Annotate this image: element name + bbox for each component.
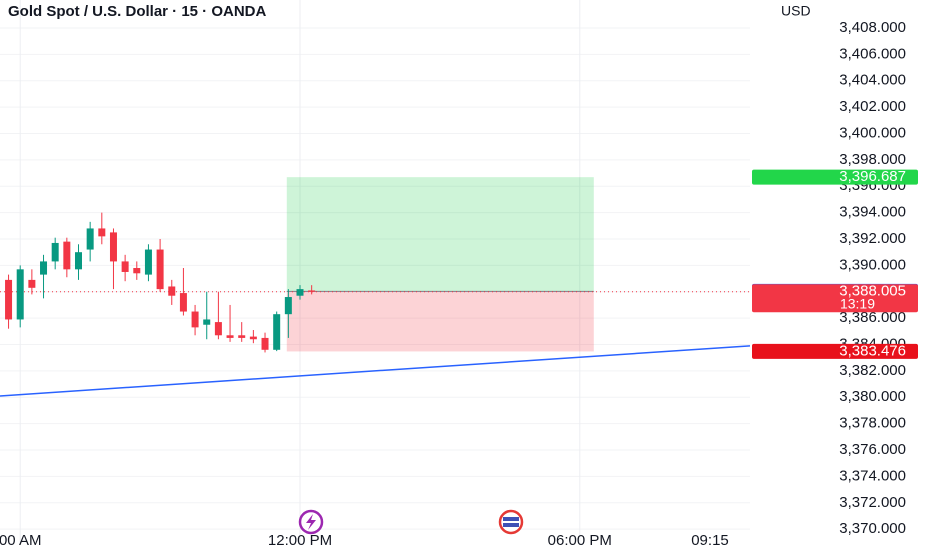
x-tick-label: 00 AM (0, 532, 41, 549)
price-label: 3,388.005 (839, 283, 906, 300)
countdown-label: 13:19 (840, 295, 875, 311)
candle-body (226, 335, 234, 338)
candle-body (203, 319, 211, 325)
candle-body (273, 314, 281, 350)
price-axis-panel (752, 0, 932, 550)
y-tick-label: 3,372.000 (839, 494, 906, 511)
plot-area (0, 0, 751, 545)
price-label-box (752, 284, 918, 313)
x-tick-label: 06:00 PM (548, 532, 612, 549)
y-tick-label: 3,386.000 (839, 309, 906, 326)
y-tick-label: 3,380.000 (839, 388, 906, 405)
candle-body (86, 228, 94, 250)
candle-body (214, 322, 222, 336)
y-tick-label: 3,390.000 (839, 256, 906, 273)
y-tick-label: 3,370.000 (839, 520, 906, 537)
currency-button[interactable] (762, 2, 922, 22)
price-axis: 3,408.000 3,406.000 3,404.000 3,402.000 3,40… (752, 19, 918, 537)
loss-zone (286, 291, 594, 352)
candle-body (261, 337, 269, 350)
candle-body (144, 249, 152, 275)
y-tick-label: 3,378.000 (839, 415, 906, 432)
candle-body (133, 268, 141, 274)
candle-body (168, 286, 176, 296)
candle-body (40, 261, 48, 275)
price-label-box (752, 343, 918, 359)
price-label: 3,383.476 (839, 342, 906, 359)
chart-title: Gold Spot / U.S. Dollar · 15 · OANDA (8, 3, 267, 20)
candle-body (28, 279, 36, 288)
x-tick-label: 12:00 PM (268, 532, 332, 549)
candle-body (296, 289, 304, 296)
candle-body (16, 269, 24, 320)
candle-body (98, 228, 106, 237)
y-tick-label: 3,404.000 (839, 72, 906, 89)
event-icon[interactable] (298, 509, 324, 535)
candle-body (109, 232, 117, 262)
candle-body (308, 290, 316, 292)
profit-zone (286, 177, 594, 292)
candle-body (74, 252, 82, 270)
candle-body (191, 311, 199, 328)
price-label: 3,396.687 (839, 168, 906, 185)
y-tick-label: 3,402.000 (839, 98, 906, 115)
candle-body (238, 335, 246, 338)
candle-body (51, 242, 59, 262)
candle-body (5, 279, 13, 320)
time-label: 09:15 (691, 532, 729, 549)
candle-body (249, 336, 257, 340)
candle-body (63, 241, 71, 270)
y-tick-label: 3,374.000 (839, 467, 906, 484)
currency-label[interactable]: USD (781, 3, 811, 19)
y-tick-label: 3,382.000 (839, 362, 906, 379)
y-tick-label: 3,406.000 (839, 45, 906, 62)
candle-body (156, 249, 164, 290)
y-tick-label: 3,398.000 (839, 151, 906, 168)
y-tick-label: 3,394.000 (839, 204, 906, 221)
trendline (0, 345, 751, 397)
candle-body (284, 297, 292, 315)
y-tick-label: 3,376.000 (839, 441, 906, 458)
candle-body (179, 293, 187, 312)
news-icon[interactable] (498, 509, 524, 535)
y-tick-label: 3,408.000 (839, 19, 906, 36)
y-tick-label: 3,392.000 (839, 230, 906, 247)
price-label-box (752, 169, 918, 185)
candle-body (121, 261, 129, 272)
y-tick-label: 3,400.000 (839, 124, 906, 141)
